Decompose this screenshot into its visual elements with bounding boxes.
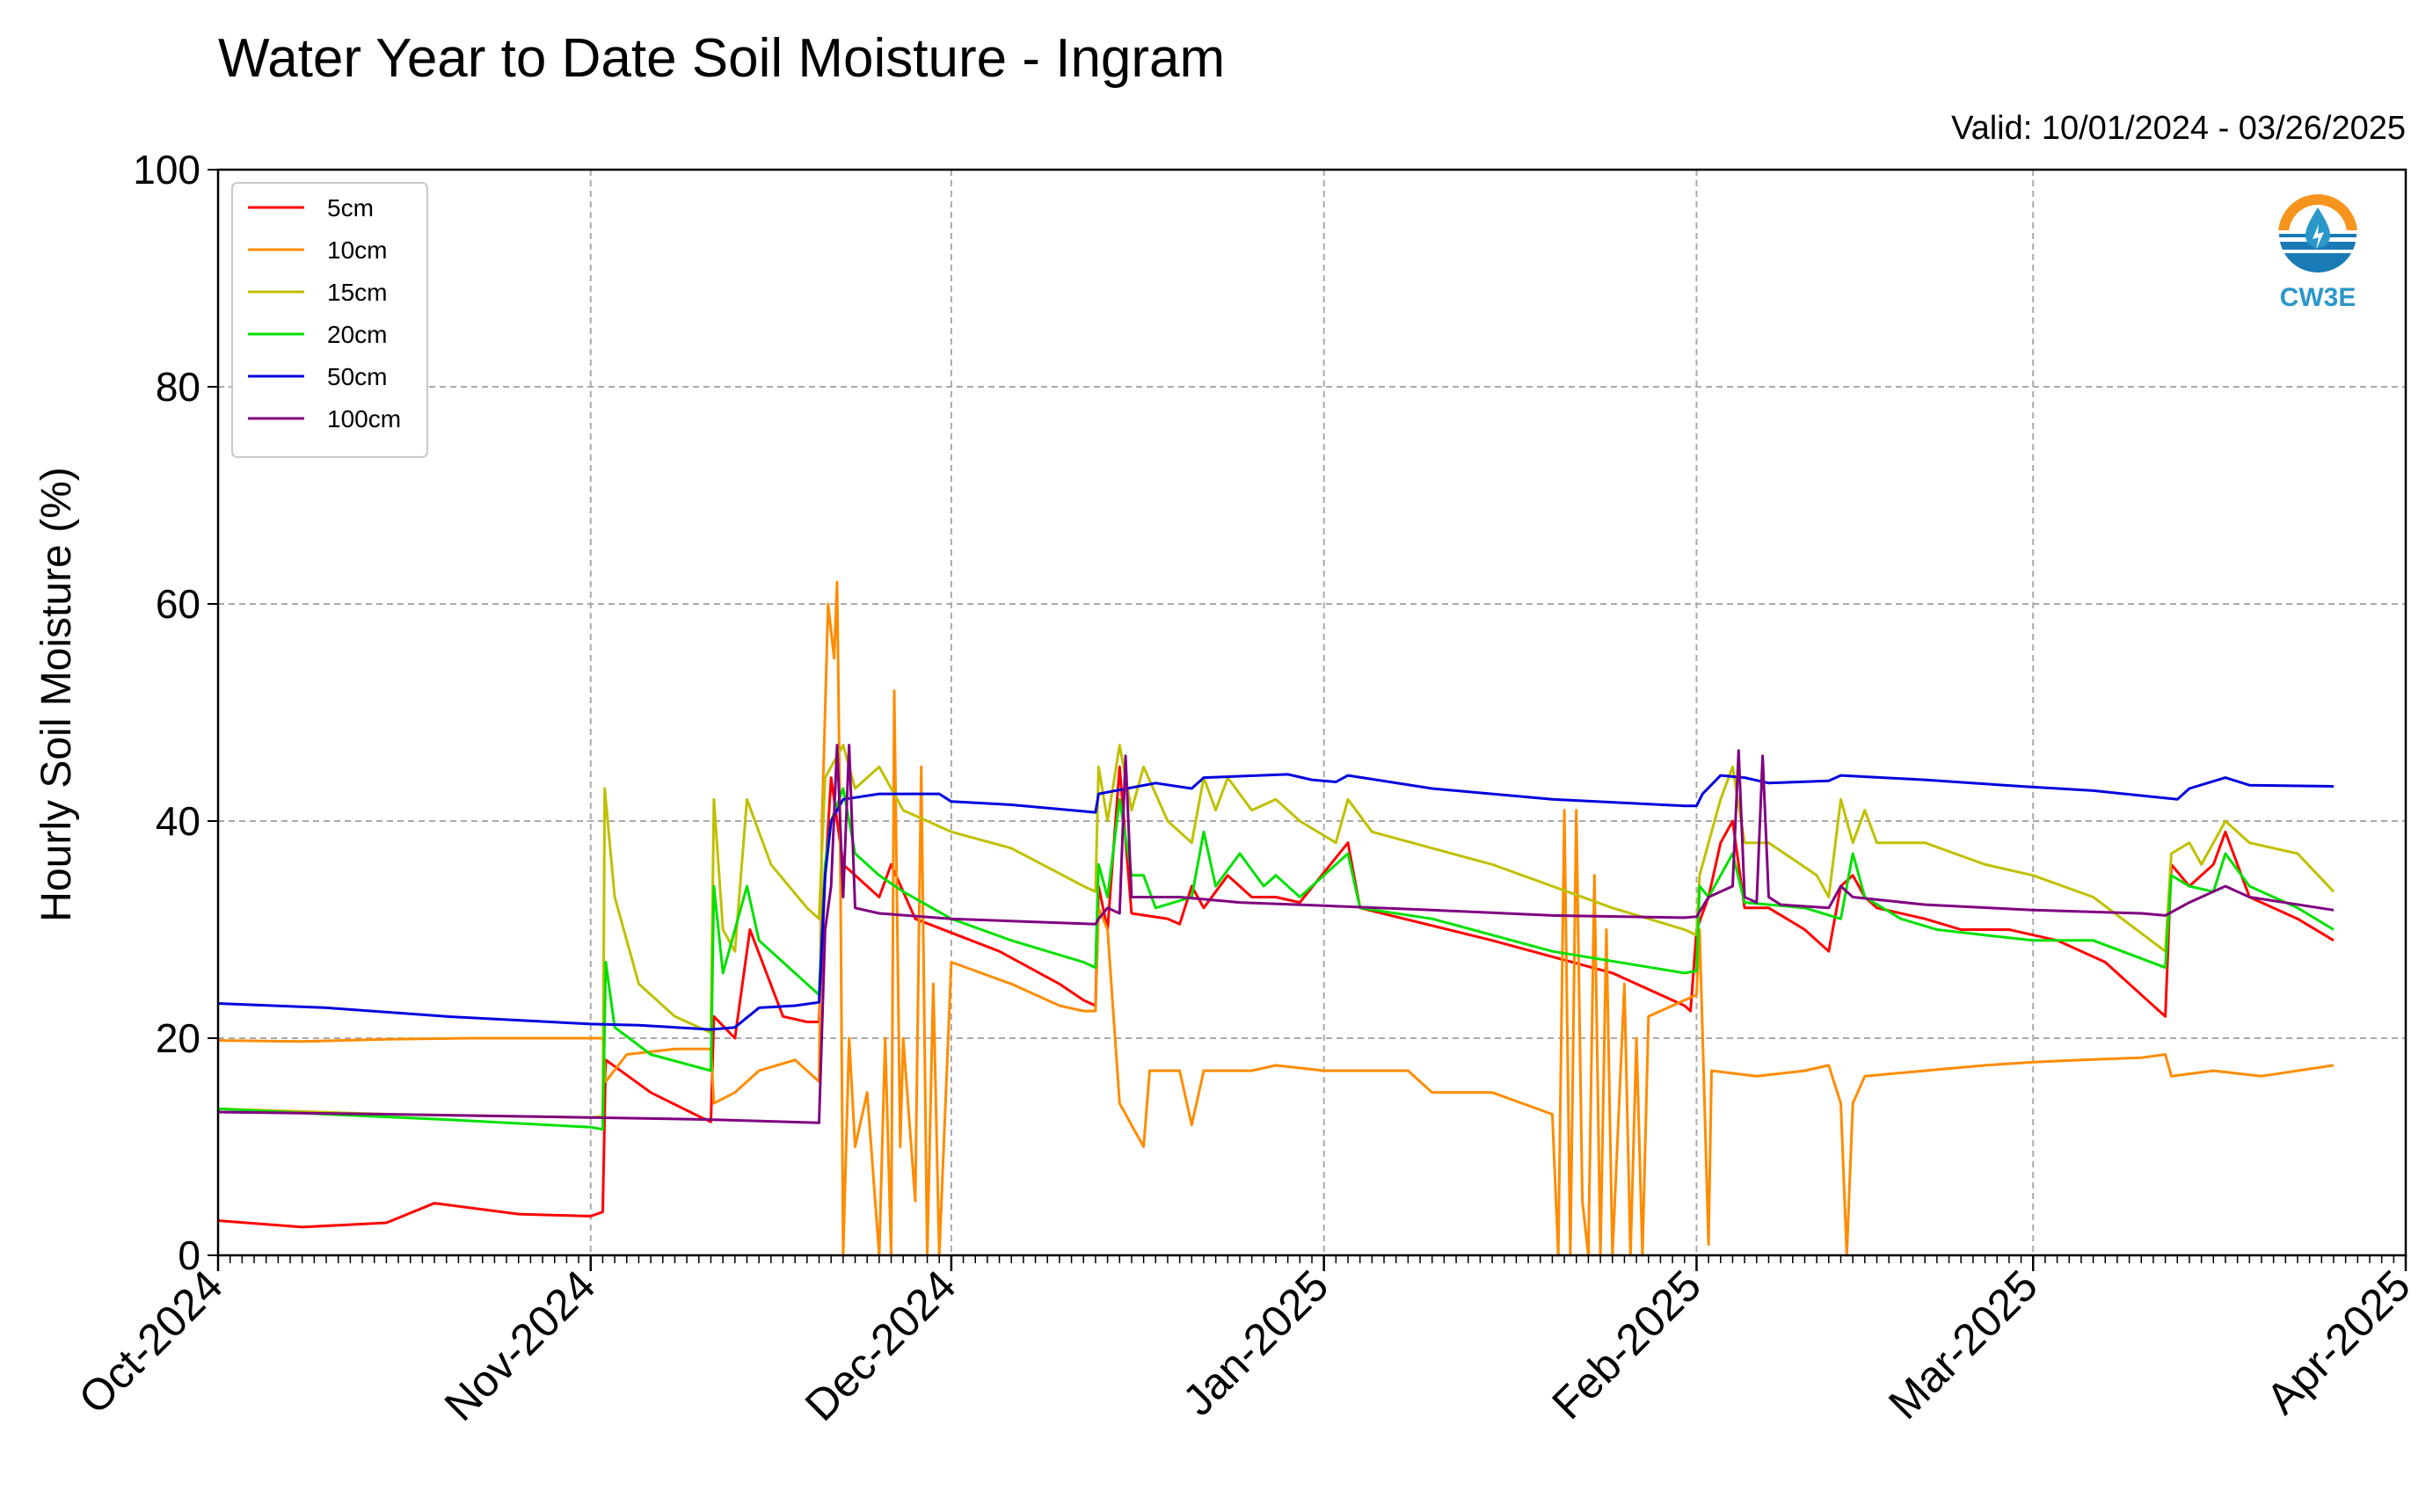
- grid-lines: [218, 170, 2406, 1255]
- y-axis-label: Hourly Soil Moisture (%): [33, 467, 80, 921]
- x-tick-label: Apr-2025: [2257, 1261, 2420, 1423]
- y-tick-labels: 0 20 40 60 80 100: [133, 147, 200, 1278]
- series-line-50cm: [217, 773, 2335, 1031]
- series-line-10cm: [217, 580, 2335, 1257]
- series-line-15cm: [217, 744, 2335, 1119]
- cw3e-logo: CW3E: [2278, 194, 2357, 312]
- legend: 5cm 10cm 15cm 20cm 50cm 100cm: [231, 182, 428, 458]
- legend-label-15cm: 15cm: [327, 279, 387, 306]
- x-tick-label: Oct-2024: [69, 1261, 232, 1423]
- legend-box: [231, 182, 428, 458]
- x-tick-labels: Oct-2024 Nov-2024 Dec-2024 Jan-2025 Feb-2025…: [69, 1261, 2420, 1430]
- plot-frame: [216, 168, 2408, 1257]
- axes: [208, 168, 2408, 1271]
- y-tick-label: 100: [133, 147, 200, 193]
- x-tick-label: Dec-2024: [796, 1261, 965, 1430]
- legend-label-100cm: 100cm: [327, 405, 401, 433]
- logo-text: CW3E: [2280, 283, 2357, 312]
- y-tick-label: 0: [178, 1232, 200, 1278]
- y-tick-label: 20: [156, 1015, 200, 1061]
- y-tick-label: 60: [156, 581, 200, 627]
- x-tick-label: Jan-2025: [1173, 1261, 1337, 1425]
- x-tick-label: Nov-2024: [435, 1261, 605, 1430]
- y-tick-label: 80: [156, 364, 200, 410]
- x-tick-label: Feb-2025: [1542, 1261, 1710, 1428]
- x-tick-label: Mar-2025: [1879, 1261, 2047, 1428]
- series-line-100cm: [217, 744, 2335, 1124]
- legend-label-5cm: 5cm: [327, 194, 374, 222]
- series-line-20cm: [217, 787, 2335, 1131]
- series-lines: [217, 580, 2335, 1257]
- legend-label-20cm: 20cm: [327, 321, 387, 348]
- y-tick-label: 40: [156, 798, 200, 844]
- valid-date-range: Valid: 10/01/2024 - 03/26/2025: [1951, 110, 2406, 147]
- series-line-5cm: [217, 765, 2335, 1229]
- legend-label-10cm: 10cm: [327, 236, 387, 264]
- legend-label-50cm: 50cm: [327, 363, 387, 390]
- chart-title: Water Year to Date Soil Moisture - Ingra…: [218, 28, 1225, 89]
